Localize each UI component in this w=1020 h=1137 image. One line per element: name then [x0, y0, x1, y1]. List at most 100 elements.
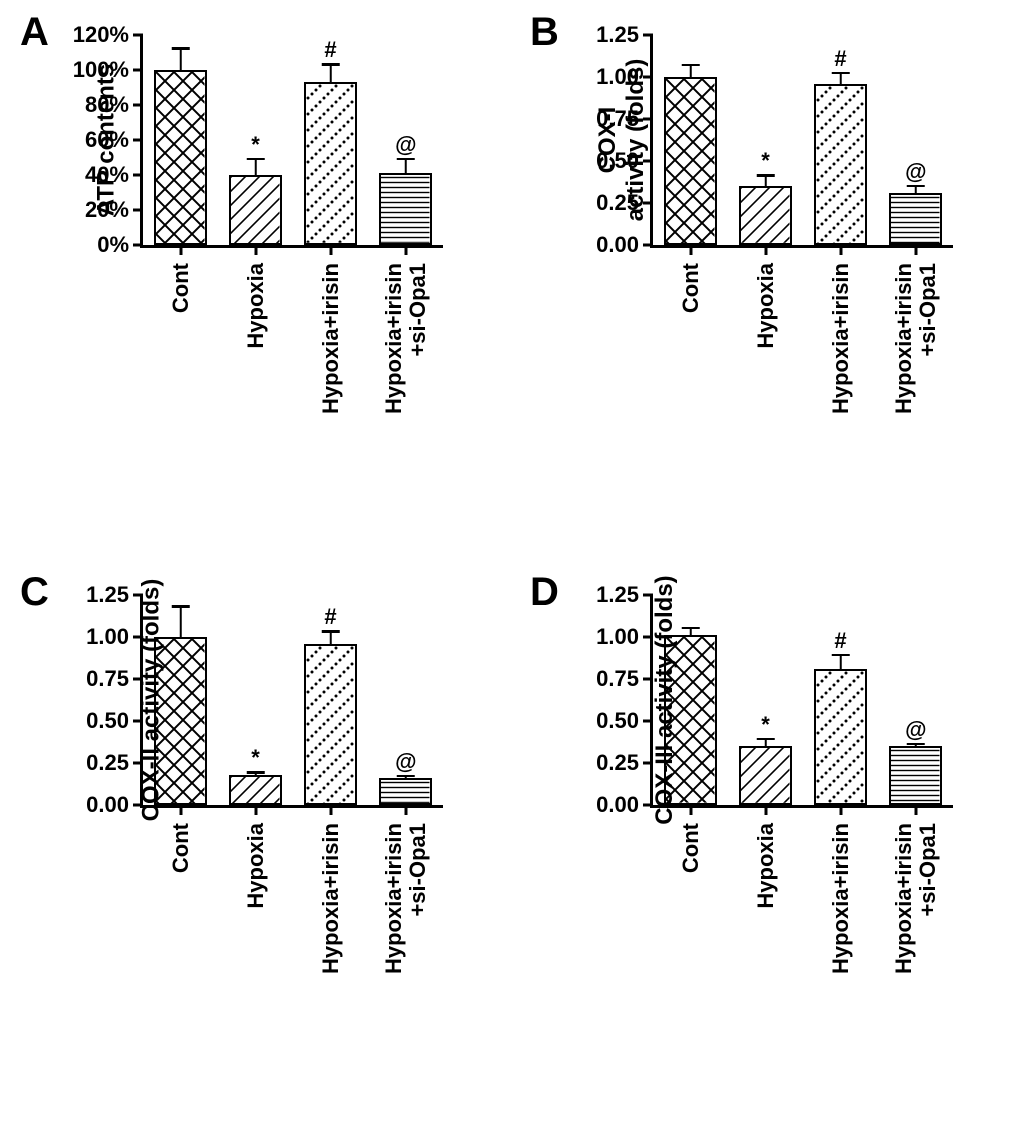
- bar: @: [379, 173, 432, 245]
- y-tick-label: 0.50: [596, 708, 639, 734]
- significance-marker: @: [395, 751, 416, 773]
- y-tick: [133, 69, 143, 72]
- y-axis-label: ATP contents: [92, 64, 120, 216]
- panel-B: B0.000.250.500.751.001.25Cont*Hypoxia#Hy…: [530, 20, 1000, 500]
- y-tick: [643, 34, 653, 37]
- y-tick-label: 0.00: [596, 792, 639, 818]
- y-tick-label: 1.25: [596, 22, 639, 48]
- y-tick-label: 120%: [73, 22, 129, 48]
- x-tick: [254, 245, 257, 255]
- y-tick-label: 1.00: [596, 624, 639, 650]
- x-tick: [689, 805, 692, 815]
- significance-marker: @: [905, 719, 926, 741]
- bar: @: [379, 778, 432, 805]
- panel-label: A: [20, 10, 49, 55]
- significance-marker: *: [761, 150, 770, 172]
- x-tick: [329, 805, 332, 815]
- x-tick-label: Cont: [168, 823, 192, 873]
- y-tick: [133, 139, 143, 142]
- error-bar: [179, 607, 182, 639]
- y-tick-label: 0.25: [86, 750, 129, 776]
- x-tick: [914, 245, 917, 255]
- x-tick-label: Hypoxia+irisin: [318, 263, 342, 414]
- error-bar: [404, 160, 407, 176]
- x-tick: [689, 245, 692, 255]
- significance-marker: *: [251, 134, 260, 156]
- significance-marker: #: [324, 606, 336, 628]
- y-axis-label: COX-I activity (folds): [594, 59, 649, 222]
- error-cap: [322, 630, 340, 633]
- plot: 0%20%40%60%80%100%120%Cont*Hypoxia#Hypox…: [140, 35, 443, 248]
- bar: @: [889, 746, 942, 805]
- y-tick-label: 1.25: [596, 582, 639, 608]
- x-tick: [764, 805, 767, 815]
- error-bar: [914, 745, 917, 748]
- error-cap: [247, 771, 265, 774]
- y-tick: [643, 244, 653, 247]
- y-axis-label: COX-III activity (folds): [651, 575, 679, 824]
- error-cap: [397, 775, 415, 778]
- significance-marker: *: [761, 714, 770, 736]
- x-tick: [914, 805, 917, 815]
- y-axis-label: COX-II activity (folds): [138, 579, 166, 822]
- error-bar: [254, 160, 257, 178]
- error-bar: [179, 49, 182, 72]
- significance-marker: @: [395, 134, 416, 156]
- panel-label: D: [530, 570, 559, 615]
- bar: *: [229, 775, 282, 805]
- plot: 0.000.250.500.751.001.25Cont*Hypoxia#Hyp…: [650, 35, 953, 248]
- error-cap: [397, 158, 415, 161]
- error-bar: [839, 74, 842, 86]
- error-bar: [689, 629, 692, 637]
- x-tick-label: Hypoxia: [753, 823, 777, 909]
- x-tick: [404, 245, 407, 255]
- x-tick-label: Hypoxia+irisin +si-Opa1: [381, 823, 429, 974]
- y-tick-label: 0.00: [596, 232, 639, 258]
- error-bar: [764, 176, 767, 188]
- bar: *: [739, 186, 792, 245]
- x-tick: [764, 245, 767, 255]
- bar: #: [304, 644, 357, 805]
- error-bar: [764, 740, 767, 748]
- error-cap: [682, 64, 700, 67]
- y-tick: [133, 244, 143, 247]
- error-cap: [907, 185, 925, 188]
- y-tick: [133, 174, 143, 177]
- x-tick-label: Cont: [678, 263, 702, 313]
- chart-area: 0.000.250.500.751.001.25Cont*Hypoxia#Hyp…: [140, 595, 440, 805]
- significance-marker: #: [834, 630, 846, 652]
- x-tick-label: Hypoxia+irisin: [828, 823, 852, 974]
- y-tick-label: 1.00: [86, 624, 129, 650]
- significance-marker: @: [905, 161, 926, 183]
- error-cap: [682, 627, 700, 630]
- x-tick-label: Cont: [168, 263, 192, 313]
- x-tick: [329, 245, 332, 255]
- error-cap: [172, 47, 190, 50]
- x-tick: [839, 245, 842, 255]
- y-tick: [133, 104, 143, 107]
- significance-marker: #: [324, 39, 336, 61]
- significance-marker: #: [834, 48, 846, 70]
- error-cap: [832, 654, 850, 657]
- x-tick: [254, 805, 257, 815]
- x-tick-label: Hypoxia: [753, 263, 777, 349]
- x-tick-label: Hypoxia+irisin: [318, 823, 342, 974]
- error-bar: [914, 187, 917, 195]
- error-bar: [254, 773, 257, 776]
- x-tick-label: Hypoxia: [243, 263, 267, 349]
- panel-label: B: [530, 10, 559, 55]
- error-bar: [839, 656, 842, 671]
- significance-marker: *: [251, 747, 260, 769]
- x-tick-label: Hypoxia+irisin +si-Opa1: [381, 263, 429, 414]
- y-tick: [133, 34, 143, 37]
- bar: @: [889, 193, 942, 245]
- bar: *: [229, 175, 282, 245]
- panel-A: A0%20%40%60%80%100%120%Cont*Hypoxia#Hypo…: [20, 20, 490, 500]
- x-tick-label: Hypoxia+irisin +si-Opa1: [891, 823, 939, 974]
- figure-grid: A0%20%40%60%80%100%120%Cont*Hypoxia#Hypo…: [20, 20, 1000, 1060]
- error-cap: [757, 738, 775, 741]
- y-tick-label: 0.00: [86, 792, 129, 818]
- bar: #: [814, 669, 867, 805]
- error-cap: [247, 158, 265, 161]
- y-tick: [133, 209, 143, 212]
